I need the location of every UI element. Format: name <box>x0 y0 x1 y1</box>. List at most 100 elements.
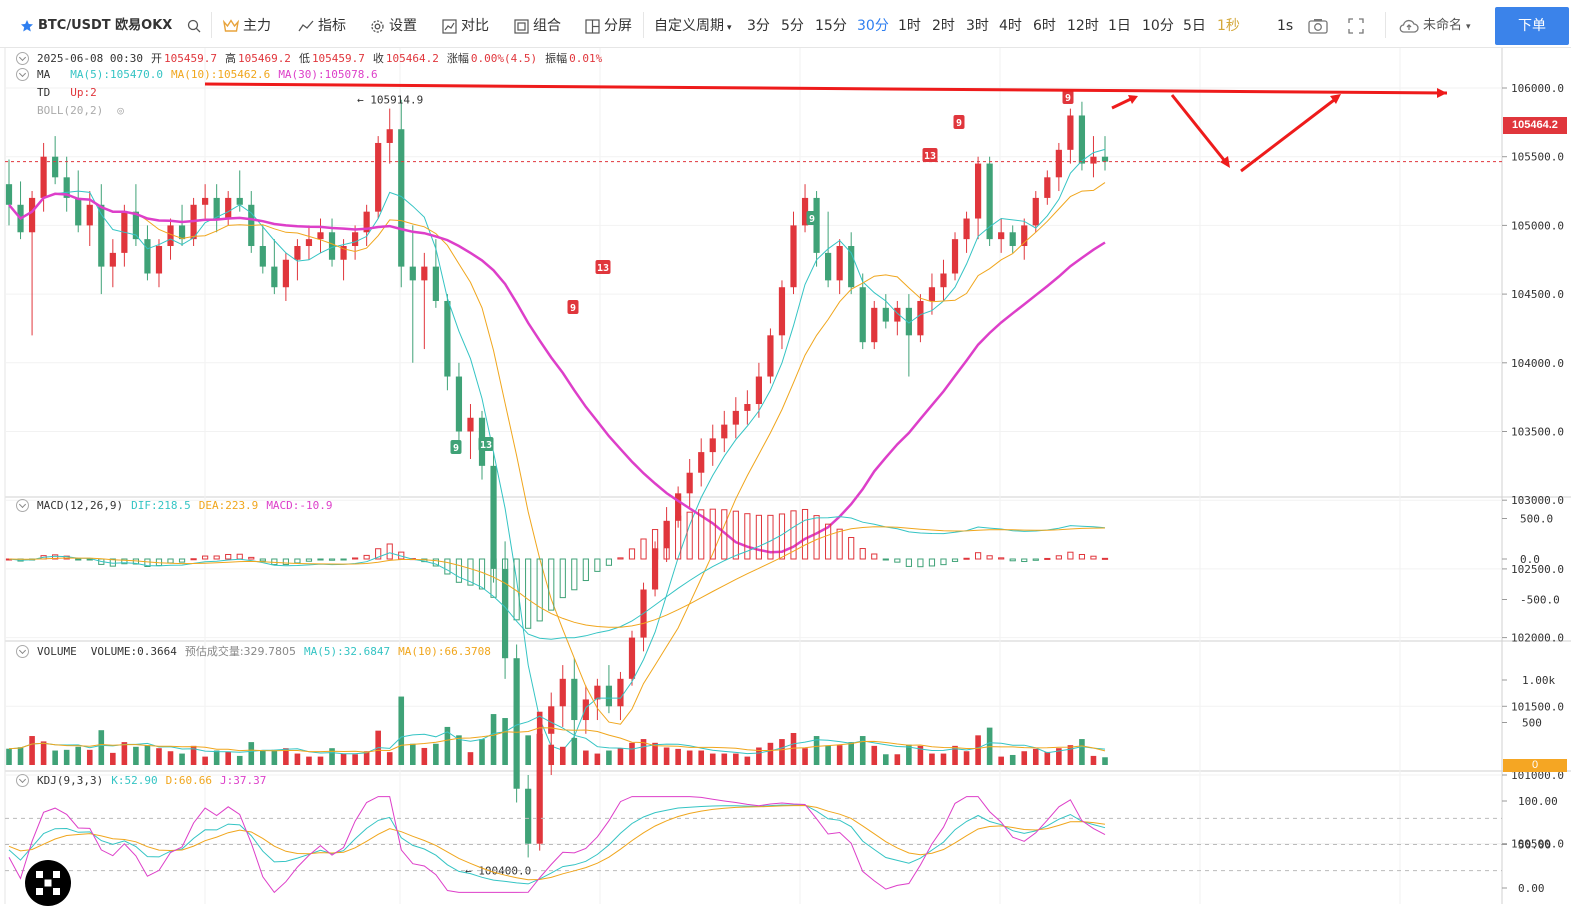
period-3h[interactable]: 3时 <box>966 18 989 34</box>
macd-histogram-bar <box>801 508 809 560</box>
chart-canvas[interactable]: 106000.0 105500.0 105000.0 104500.0 104000.0… <box>0 48 1571 907</box>
kdj-j: J:37.37 <box>219 774 267 787</box>
volume-bar <box>779 739 785 765</box>
legend-high: 105469.2 <box>237 52 291 65</box>
volume-bar <box>467 752 474 765</box>
price-axis-label: 100500.0 <box>1511 838 1564 851</box>
macd-histogram-bar <box>340 558 347 561</box>
period-4h[interactable]: 4时 <box>999 18 1022 34</box>
macd-histogram-bar <box>75 558 82 561</box>
candle-body <box>663 520 670 549</box>
combine-button[interactable]: 组合 <box>514 0 561 48</box>
price-axis-label: 102000.0 <box>1511 632 1564 645</box>
period-6h[interactable]: 6时 <box>1033 18 1056 34</box>
candle-body <box>778 287 786 336</box>
td-count-label: 13 <box>480 440 492 451</box>
volume-bar <box>686 750 693 765</box>
volume-bar <box>421 747 428 765</box>
volume-bar <box>871 745 878 765</box>
volume-bar <box>110 752 116 765</box>
volume-bar <box>86 749 93 765</box>
period-5d[interactable]: 5日 <box>1183 18 1206 34</box>
volume-bar <box>917 745 924 765</box>
symbol-search-button[interactable] <box>187 0 201 48</box>
candle-body <box>40 156 47 198</box>
custom-period-dropdown[interactable]: 自定义周期 ▾ <box>654 0 732 48</box>
search-icon[interactable] <box>187 19 201 33</box>
candle-body <box>1078 115 1086 164</box>
main-force-button[interactable]: 主力 <box>223 0 271 48</box>
period-1s[interactable]: 1秒 <box>1217 18 1240 34</box>
boll-label: BOLL(20,2) <box>37 104 104 117</box>
macd-axis-label: -500.0 <box>1520 594 1560 607</box>
volume-bar <box>144 745 151 765</box>
toolbar-divider <box>211 12 212 38</box>
star-icon[interactable] <box>20 19 34 33</box>
candle-body <box>236 197 243 205</box>
volume-bar <box>52 750 58 765</box>
macd-histogram-bar <box>305 558 313 562</box>
candle-body <box>352 232 359 247</box>
period-12h[interactable]: 12时 <box>1067 18 1099 34</box>
eye-hidden-icon[interactable]: ◎ <box>117 104 124 117</box>
drawn-arrowhead <box>1128 95 1138 104</box>
collapse-icon[interactable] <box>16 644 29 658</box>
period-2h[interactable]: 2时 <box>932 18 955 34</box>
volume-bar <box>836 745 843 765</box>
macd-histogram-bar <box>813 515 820 560</box>
camera-icon <box>1308 19 1328 34</box>
layout-name-dropdown[interactable]: 未命名 ▾ <box>1399 0 1471 48</box>
settings-button[interactable]: 设置 <box>370 0 417 48</box>
td-count-label: 9 <box>809 214 815 225</box>
candle-body <box>525 788 532 844</box>
legend-close: 105464.2 <box>385 52 439 65</box>
macd-histogram-bar <box>594 558 601 572</box>
collapse-icon[interactable] <box>16 51 29 65</box>
period-3m[interactable]: 3分 <box>747 18 770 34</box>
volume-bar <box>306 756 312 765</box>
candle-body <box>628 637 636 679</box>
volume-bar <box>790 732 797 765</box>
period-5m[interactable]: 5分 <box>781 18 804 34</box>
period-30m[interactable]: 30分 <box>857 18 889 34</box>
candle-body <box>882 307 889 322</box>
volume-bar <box>663 747 670 765</box>
split-screen-icon <box>585 18 600 34</box>
volume-bar <box>1079 739 1085 765</box>
toolbar: BTC/USDT 欧易OKX 主力 指标 设置 对比 组合 分屏 自定义周期 ▾ … <box>0 0 1571 48</box>
high-price-marker: ← 105914.9 <box>357 94 423 107</box>
macd-histogram-bar <box>1044 557 1051 560</box>
collapse-icon[interactable] <box>16 773 29 787</box>
legend-datetime: 2025-06-08 00:30 <box>37 52 143 65</box>
period-1h[interactable]: 1时 <box>898 18 921 34</box>
fullscreen-button[interactable] <box>1348 0 1364 48</box>
price-axis-label: 104000.0 <box>1511 357 1564 370</box>
legend-change-label: 涨幅 <box>446 52 469 65</box>
ma-legend: MA MA(5):105470.0 MA(10):105462.6 MA(30):10… <box>16 67 386 82</box>
symbol-selector[interactable]: BTC/USDT 欧易OKX <box>20 0 172 48</box>
compare-button[interactable]: 对比 <box>442 0 489 48</box>
compare-label: 对比 <box>461 18 489 34</box>
legend-amplitude-label: 振幅 <box>545 52 568 65</box>
td-count-badge <box>450 440 462 454</box>
order-button[interactable]: 下单 <box>1495 7 1569 45</box>
volume-bar <box>236 755 243 765</box>
td-count-label: 13 <box>924 151 936 162</box>
collapse-icon[interactable] <box>16 498 29 512</box>
volume-bar <box>294 753 301 765</box>
split-screen-button[interactable]: 分屏 <box>585 0 632 48</box>
period-10m[interactable]: 10分 <box>1142 18 1174 34</box>
period-15m[interactable]: 15分 <box>815 18 847 34</box>
interval-1s-button[interactable]: 1s <box>1277 18 1294 34</box>
candle-body <box>98 204 105 267</box>
collapse-icon[interactable] <box>16 67 29 81</box>
macd-histogram-bar <box>1032 558 1039 561</box>
macd-histogram-bar <box>651 529 659 560</box>
volume-bar <box>525 735 531 765</box>
screenshot-button[interactable] <box>1308 0 1328 48</box>
indicators-button[interactable]: 指标 <box>298 0 346 48</box>
price-axis-label: 106000.0 <box>1511 82 1564 95</box>
boll-legend: BOLL(20,2) ◎ <box>37 104 132 117</box>
period-1d[interactable]: 1日 <box>1108 18 1131 34</box>
macd-histogram-bar <box>1009 558 1016 562</box>
